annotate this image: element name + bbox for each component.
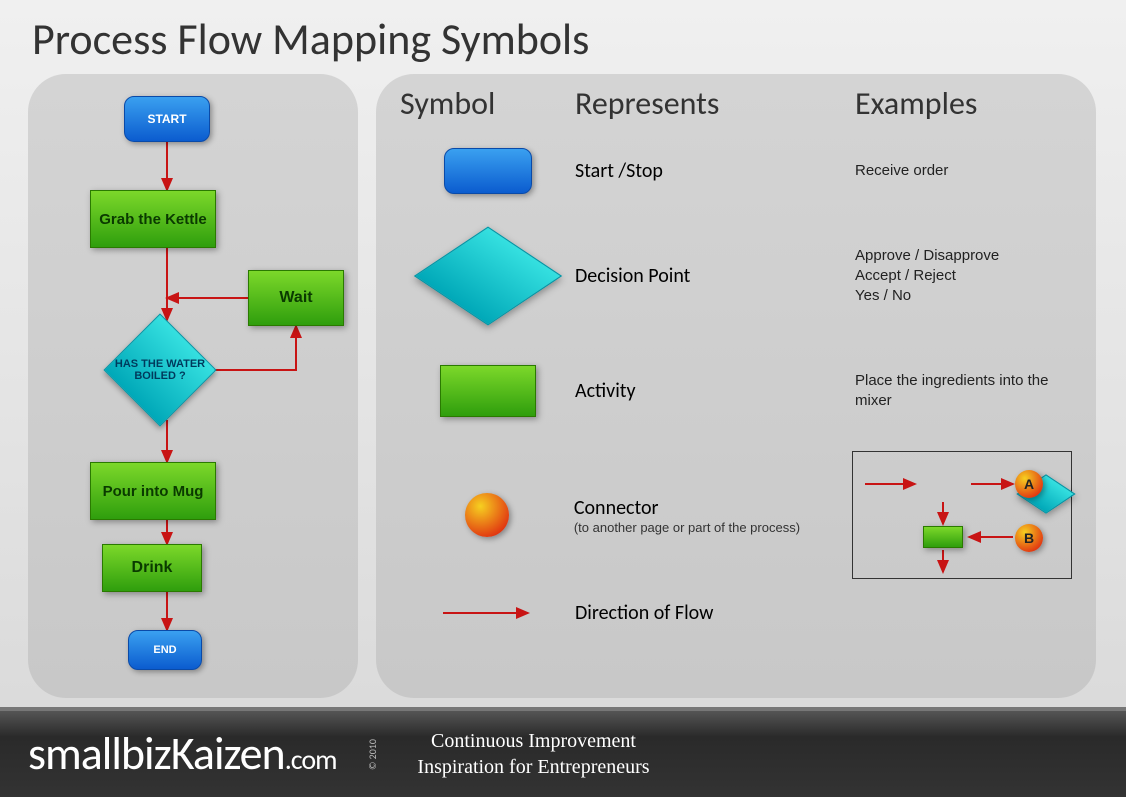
header-examples: Examples [855, 84, 1072, 123]
footer: smallbizKaizen.com © 2010 Continuous Imp… [0, 707, 1126, 797]
legend-row-decision: Decision PointApprove / DisapproveAccept… [400, 221, 1072, 331]
legend-headers: Symbol Represents Examples [400, 84, 1072, 123]
legend-represents: Start /Stop [575, 159, 855, 183]
page-title: Process Flow Mapping Symbols [0, 0, 1126, 66]
legend-example: Receive order [855, 161, 1072, 181]
legend-row-terminator: Start /StopReceive order [400, 135, 1072, 207]
legend-symbol [400, 493, 574, 537]
legend-represents: Decision Point [575, 264, 855, 288]
flow-node-boiled: HAS THE WATER BOILED ? [103, 313, 216, 426]
legend-row-arrow: Direction of Flow [400, 593, 1072, 633]
legend-row-activity: ActivityPlace the ingredients into the m… [400, 345, 1072, 437]
legend-panel: Symbol Represents Examples Start /StopRe… [376, 74, 1096, 698]
brand-bold: Kaizen [171, 726, 285, 782]
legend-example: AB [852, 451, 1072, 579]
connector-example-diagram: AB [852, 451, 1072, 579]
legend-represents: Direction of Flow [575, 601, 855, 625]
legend-symbol [400, 603, 575, 623]
flow-arrow [210, 326, 296, 370]
content-area: START Grab the Kettle Wait HAS THE WATER BO… [0, 66, 1126, 706]
legend-symbol [400, 148, 575, 194]
legend-symbol [400, 241, 575, 311]
header-represents: Represents [575, 84, 855, 123]
flow-node-grab: Grab the Kettle [90, 190, 216, 248]
legend-example: Approve / DisapproveAccept / RejectYes /… [855, 246, 1072, 307]
flow-node-start: START [124, 96, 210, 142]
footer-tagline: Continuous Improvement Inspiration for E… [417, 728, 649, 780]
brand-light: smallbiz [28, 726, 171, 782]
header-symbol: Symbol [400, 84, 575, 123]
legend-represents: Connector(to another page or part of the… [574, 496, 852, 535]
legend-symbol [400, 365, 575, 417]
flow-node-wait: Wait [248, 270, 344, 326]
footer-brand: smallbizKaizen.com [0, 726, 337, 782]
flow-node-drink: Drink [102, 544, 202, 592]
flow-node-end: END [128, 630, 202, 670]
copyright: © 2010 [365, 739, 378, 770]
tagline-2: Inspiration for Entrepreneurs [417, 754, 649, 780]
brand-domain: .com [285, 742, 337, 777]
legend-example: Place the ingredients into the mixer [855, 371, 1072, 412]
legend-row-connector: Connector(to another page or part of the… [400, 451, 1072, 579]
legend-represents: Activity [575, 379, 855, 403]
flowchart-panel: START Grab the Kettle Wait HAS THE WATER BO… [28, 74, 358, 698]
flow-node-pour: Pour into Mug [90, 462, 216, 520]
tagline-1: Continuous Improvement [417, 728, 649, 754]
